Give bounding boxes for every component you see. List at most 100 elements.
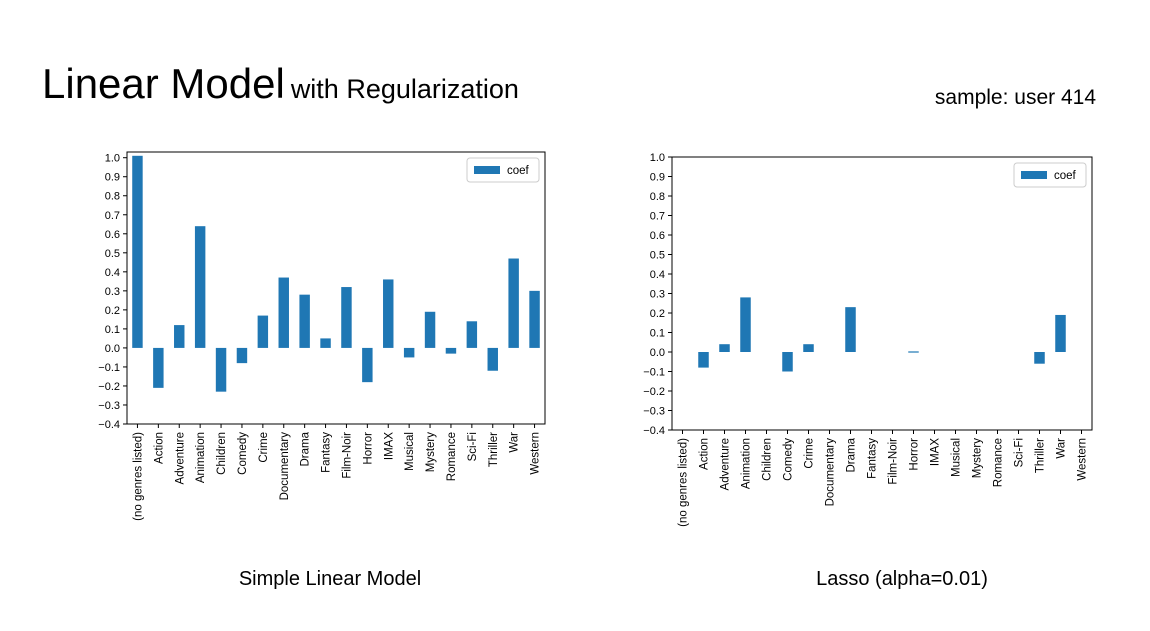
y-tick-label: 0.2 bbox=[650, 308, 665, 320]
x-tick-label: Documentary bbox=[279, 432, 291, 501]
x-tick-label: Horror bbox=[362, 432, 374, 465]
x-tick-label: Comedy bbox=[237, 432, 249, 475]
bar-war bbox=[1055, 314, 1066, 352]
x-tick-label: Crime bbox=[804, 438, 816, 469]
x-tick-label: Mystery bbox=[972, 438, 984, 479]
y-tick-label: 0.0 bbox=[650, 347, 665, 359]
chart-caption-lasso: Lasso (alpha=0.01) bbox=[816, 568, 988, 590]
chart-caption-simple: Simple Linear Model bbox=[238, 568, 422, 590]
bar-children bbox=[215, 347, 227, 392]
legend: coef bbox=[1013, 162, 1087, 188]
bar-imax bbox=[383, 279, 394, 348]
x-tick-label: Western bbox=[1077, 438, 1089, 481]
x-tick-label: Fantasy bbox=[867, 438, 879, 479]
y-tick-label: 0.6 bbox=[650, 230, 665, 242]
bar-comedy bbox=[782, 352, 793, 372]
x-tick-label: Romance bbox=[446, 432, 458, 481]
y-tick-label: 0.4 bbox=[650, 269, 665, 281]
bar-adventure bbox=[719, 344, 730, 352]
y-tick-label: −0.4 bbox=[98, 419, 120, 431]
x-tick-label: Drama bbox=[846, 437, 858, 472]
bar-adventure bbox=[174, 325, 185, 348]
y-tick-label: −0.1 bbox=[98, 362, 120, 374]
bar-fantasy bbox=[320, 338, 331, 348]
x-tick-label: Sci-Fi bbox=[1014, 438, 1026, 467]
x-tick-label: Film-Noir bbox=[341, 432, 353, 479]
y-tick-label: 0.1 bbox=[105, 324, 120, 336]
y-tick-label: 0.4 bbox=[105, 267, 120, 279]
y-tick-label: −0.4 bbox=[643, 425, 665, 437]
x-tick-label: Children bbox=[762, 438, 774, 481]
bar-film-noir bbox=[341, 287, 352, 348]
slide-title: Linear Model with Regularization bbox=[42, 60, 519, 108]
y-tick-label: 0.5 bbox=[650, 250, 665, 262]
legend-swatch bbox=[474, 166, 500, 174]
x-tick-label: IMAX bbox=[383, 432, 395, 460]
legend-swatch bbox=[1021, 171, 1047, 179]
bar-thriller bbox=[487, 347, 498, 371]
y-tick-label: 0.9 bbox=[650, 172, 665, 184]
lasso-chart: −0.4 −0.3 −0.2 −0.1 0.0 0.1 0.2 0.3 0.4 0.5 0.6 0.7… bbox=[643, 152, 1093, 527]
y-tick-label: 0.7 bbox=[105, 210, 120, 222]
x-tick-label: War bbox=[1056, 438, 1068, 459]
bar-comedy bbox=[236, 347, 248, 364]
x-tick-label: Horror bbox=[909, 438, 921, 471]
bar-no-genres-listed bbox=[132, 155, 143, 348]
x-tick-label: War bbox=[509, 432, 521, 453]
bar-western bbox=[529, 290, 540, 348]
x-tick-label: Crime bbox=[258, 432, 270, 463]
bar-thriller bbox=[1034, 352, 1045, 364]
x-tick-label: Children bbox=[216, 432, 228, 475]
bar-horror bbox=[908, 351, 919, 353]
x-tick-label: Western bbox=[530, 432, 542, 475]
legend-label: coef bbox=[507, 165, 530, 177]
x-tick-label: Animation bbox=[195, 432, 207, 483]
y-tick-label: 0.0 bbox=[105, 343, 120, 355]
x-tick-label: Mystery bbox=[425, 432, 437, 473]
y-tick-label: 0.8 bbox=[650, 191, 665, 203]
x-tick-label: Musical bbox=[404, 432, 416, 471]
x-tick-label: Adventure bbox=[174, 432, 186, 484]
y-tick-label: 0.3 bbox=[650, 289, 665, 301]
bar-horror bbox=[362, 347, 373, 383]
x-tick-label: Musical bbox=[951, 438, 963, 477]
bar-sci-fi bbox=[466, 321, 478, 348]
simple-linear-model-chart: −0.4 −0.3 −0.2 −0.1 0.0 0.1 0.2 0.3 0.4 0.5 0.6 0.7… bbox=[98, 151, 546, 521]
slide-title-sub: with Regularization bbox=[290, 74, 519, 104]
legend-box bbox=[1013, 162, 1087, 188]
y-tick-label: −0.2 bbox=[643, 386, 665, 398]
y-tick-label: 1.0 bbox=[650, 152, 665, 164]
bar-drama bbox=[845, 307, 856, 352]
x-tick-label: Comedy bbox=[783, 438, 795, 481]
plot-frame bbox=[671, 156, 1093, 431]
sample-label: sample: user 414 bbox=[934, 86, 1096, 109]
x-tick-label: Thriller bbox=[1035, 438, 1047, 473]
legend-box bbox=[466, 157, 540, 183]
bar-animation bbox=[194, 226, 206, 348]
x-tick-label: Drama bbox=[300, 431, 312, 466]
y-tick-label: 0.5 bbox=[105, 248, 120, 260]
x-tick-label: Romance bbox=[993, 438, 1005, 487]
legend-label: coef bbox=[1054, 170, 1077, 182]
x-tick-label: Action bbox=[153, 432, 165, 464]
y-tick-label: 0.2 bbox=[105, 305, 120, 317]
x-tick-label: Documentary bbox=[825, 438, 837, 507]
x-tick-label: (no genres listed) bbox=[132, 432, 144, 521]
bar-documentary bbox=[278, 277, 289, 348]
bar-animation bbox=[740, 297, 751, 352]
legend: coef bbox=[466, 157, 540, 183]
y-tick-label: 0.7 bbox=[650, 211, 665, 223]
y-tick-label: 1.0 bbox=[105, 153, 120, 165]
y-tick-label: −0.2 bbox=[98, 381, 120, 393]
y-tick-label: −0.3 bbox=[98, 400, 120, 412]
x-tick-label: (no genres listed) bbox=[678, 438, 690, 527]
bar-crime bbox=[257, 315, 269, 348]
x-tick-label: IMAX bbox=[930, 438, 942, 466]
slide-title-main: Linear Model bbox=[42, 60, 285, 107]
x-tick-label: Animation bbox=[741, 438, 753, 489]
x-tick-label: Sci-Fi bbox=[467, 432, 479, 461]
y-tick-label: −0.1 bbox=[643, 367, 665, 379]
bar-mystery bbox=[424, 311, 436, 348]
y-tick-label: 0.9 bbox=[105, 172, 120, 184]
x-tick-label: Thriller bbox=[488, 432, 500, 467]
